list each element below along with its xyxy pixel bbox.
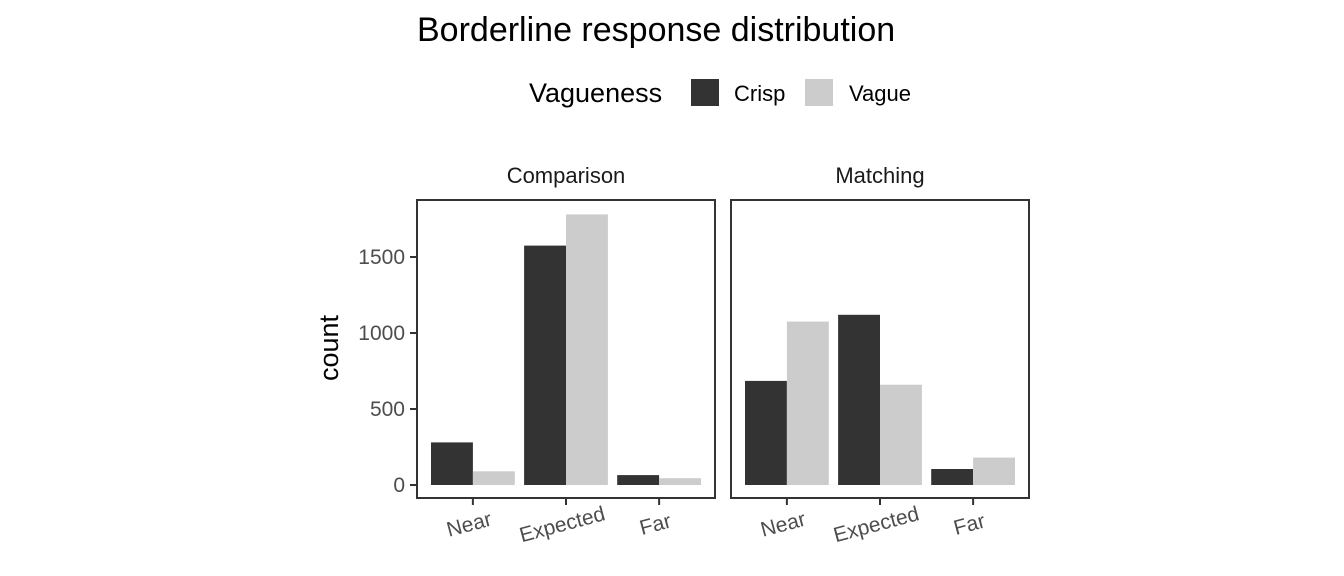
x-tick-label-matching-expected: Expected	[831, 502, 922, 547]
y-tick-label-1500: 1500	[358, 246, 405, 269]
bar-comparison-expected-crisp	[524, 245, 566, 485]
x-tick-label-comparison-expected: Expected	[517, 502, 608, 547]
bar-matching-near-crisp	[745, 380, 787, 485]
bar-matching-far-vague	[973, 457, 1015, 485]
legend: Vagueness Crisp Vague	[529, 78, 911, 108]
bar-comparison-far-vague	[659, 478, 701, 485]
bar-matching-near-vague	[786, 321, 829, 485]
y-axis-title: count	[314, 314, 344, 381]
plot-area: Comparison Near Expected Far Matching Near Exp…	[358, 163, 1030, 547]
facet-label-comparison: Comparison	[507, 163, 626, 188]
bar-matching-expected-crisp	[838, 314, 880, 485]
y-tick-label-500: 500	[370, 398, 405, 421]
legend-label-vague: Vague	[849, 81, 911, 106]
legend-title: Vagueness	[529, 78, 662, 108]
bar-comparison-far-crisp	[617, 475, 660, 485]
bar-comparison-expected-vague	[566, 214, 608, 485]
x-tick-label-comparison-near: Near	[444, 508, 494, 542]
legend-key-vague	[805, 79, 833, 106]
x-tick-label-comparison-far: Far	[637, 510, 673, 540]
bar-matching-expected-vague	[880, 384, 922, 485]
bar-comparison-near-vague	[472, 471, 515, 485]
y-tick-label-1000: 1000	[358, 322, 405, 345]
y-tick-label-0: 0	[393, 474, 405, 497]
bar-comparison-near-crisp	[431, 442, 473, 485]
chart-title: Borderline response distribution	[417, 11, 895, 49]
legend-label-crisp: Crisp	[734, 81, 785, 106]
bar-matching-far-crisp	[931, 469, 974, 485]
x-tick-label-matching-far: Far	[951, 510, 987, 540]
x-tick-label-matching-near: Near	[758, 508, 808, 542]
facet-label-matching: Matching	[835, 163, 924, 188]
legend-key-crisp	[691, 79, 719, 106]
